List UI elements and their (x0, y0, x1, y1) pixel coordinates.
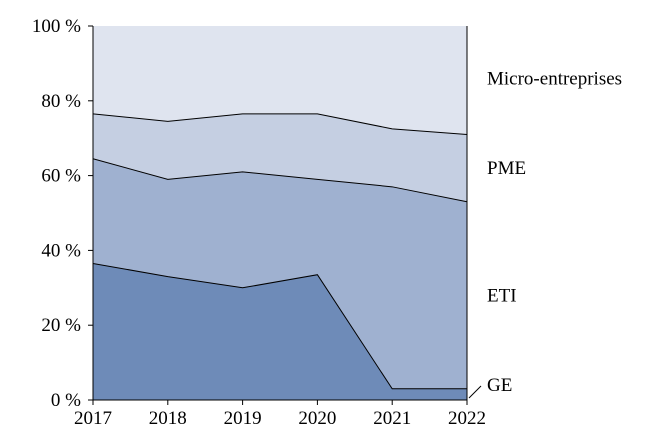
series-label-eti: ETI (487, 285, 517, 306)
area-pme (93, 113, 467, 202)
y-tick-label: 60 % (41, 166, 81, 187)
boundary-lines (92, 113, 468, 390)
series-label-pme: PME (487, 158, 526, 179)
boundary-line-pme (92, 113, 468, 135)
boundary-line-ge (92, 262, 467, 390)
x-tick-label: 2020 (298, 408, 336, 429)
y-tick-label: 80 % (41, 91, 81, 112)
series-label-ge: GE (487, 375, 512, 396)
area-layers (93, 26, 467, 400)
x-tick-label: 2017 (74, 408, 112, 429)
y-axis-ticks: 0 % 20 % 40 % 60 % 80 % 100 % (32, 16, 93, 411)
area-eti (93, 158, 467, 389)
series-labels: GE ETI PME Micro-entreprises (468, 68, 622, 399)
axes (92, 26, 468, 401)
x-tick-label: 2021 (373, 408, 411, 429)
label-leader-ge (468, 385, 482, 399)
y-tick-label: 0 % (51, 390, 81, 411)
y-tick-label: 100 % (32, 16, 81, 37)
y-tick-label: 40 % (41, 240, 81, 261)
x-tick-label: 2018 (149, 408, 187, 429)
boundary-line-eti (92, 158, 468, 203)
series-label-micro-entreprises: Micro-entreprises (487, 68, 622, 89)
x-tick-label: 2022 (448, 408, 486, 429)
x-axis-ticks: 2017 2018 2019 2020 2021 2022 (74, 400, 486, 429)
area-ge (93, 263, 467, 400)
x-tick-label: 2019 (224, 408, 262, 429)
y-tick-label: 20 % (41, 315, 81, 336)
area-micro-entreprises (93, 26, 467, 135)
